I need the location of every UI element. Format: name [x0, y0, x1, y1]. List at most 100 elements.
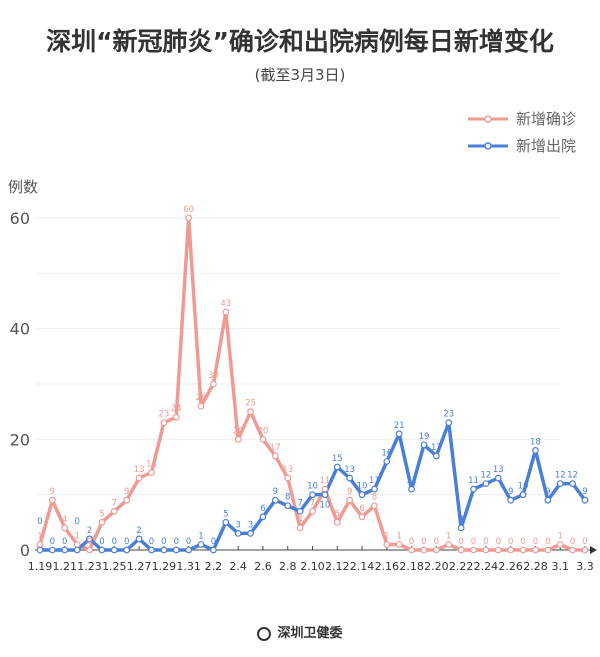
- footer-logo: 深圳卫健委: [0, 622, 600, 641]
- data-label: 9: [347, 487, 352, 497]
- data-label: 13: [134, 465, 145, 475]
- data-point: [210, 380, 217, 388]
- data-label: 13: [282, 465, 293, 475]
- data-point: [234, 530, 242, 537]
- data-point: [532, 546, 539, 554]
- data-label: 1: [558, 531, 563, 541]
- data-label: 11: [369, 476, 380, 486]
- data-label: 9: [508, 487, 513, 497]
- data-point: [420, 546, 428, 554]
- data-label: 0: [520, 537, 525, 547]
- data-label: 0: [174, 537, 179, 547]
- x-tick-label: 2.20: [424, 560, 449, 573]
- data-label: 9: [582, 487, 587, 497]
- data-label: 7: [297, 498, 302, 508]
- x-tick-label: 2.12: [325, 560, 350, 573]
- data-point: [371, 485, 378, 493]
- data-point: [247, 408, 254, 416]
- data-label: 9: [50, 487, 55, 497]
- data-label: 0: [458, 537, 463, 547]
- data-point: [532, 447, 539, 454]
- data-label: 8: [372, 493, 377, 503]
- data-point: [432, 546, 440, 554]
- y-tick-label: 0: [20, 541, 30, 560]
- data-point: [420, 441, 428, 449]
- data-point: [271, 496, 279, 504]
- data-label: 0: [99, 537, 104, 547]
- y-tick-label: 60: [10, 209, 30, 228]
- data-label: 20: [233, 426, 244, 436]
- data-point: [358, 513, 366, 521]
- data-point: [581, 546, 589, 554]
- data-label: 0: [87, 537, 92, 547]
- data-point: [259, 435, 267, 443]
- data-label: 0: [483, 537, 488, 547]
- y-tick-label: 40: [10, 320, 30, 339]
- data-point: [135, 474, 143, 482]
- x-tick-label: 3.3: [576, 560, 594, 573]
- data-label: 24: [171, 404, 182, 414]
- data-point: [408, 546, 415, 554]
- data-point: [346, 474, 354, 482]
- data-label: 26: [196, 393, 207, 403]
- data-point: [123, 496, 131, 504]
- data-point: [383, 541, 391, 548]
- data-label: 0: [186, 537, 191, 547]
- data-label: 20: [258, 426, 269, 436]
- x-tick-label: 2.26: [498, 560, 523, 573]
- data-point: [284, 474, 292, 482]
- x-tick-label: 1.27: [127, 560, 152, 573]
- y-axis-label: 例数: [8, 178, 39, 196]
- data-label: 0: [582, 537, 587, 547]
- x-tick-label: 2.4: [229, 560, 247, 573]
- emblem-icon: [257, 626, 272, 641]
- data-label: 0: [545, 537, 550, 547]
- data-point: [148, 546, 155, 554]
- data-label: 13: [493, 465, 504, 475]
- data-label: 5: [335, 509, 340, 519]
- data-label: 14: [146, 460, 157, 470]
- data-point: [185, 214, 193, 222]
- data-label: 4: [62, 515, 67, 525]
- data-label: 9: [545, 487, 550, 497]
- x-tick-label: 2.16: [375, 560, 400, 573]
- data-point: [98, 546, 106, 554]
- data-label: 11: [406, 476, 417, 486]
- data-label: 1: [446, 531, 451, 541]
- data-point: [36, 546, 44, 554]
- data-label: 4: [297, 515, 302, 525]
- data-label: 1: [198, 531, 203, 541]
- y-tick-label: 20: [10, 430, 30, 449]
- data-label: 0: [508, 537, 513, 547]
- data-label: 6: [260, 504, 265, 514]
- data-label: 10: [518, 482, 529, 492]
- data-label: 10: [357, 482, 368, 492]
- data-label: 0: [496, 537, 501, 547]
- data-point: [98, 518, 106, 526]
- data-label: 0: [434, 537, 439, 547]
- data-label: 0: [50, 537, 55, 547]
- data-point: [61, 546, 69, 554]
- data-label: 0: [409, 537, 414, 547]
- data-label: 11: [319, 476, 330, 486]
- data-point: [197, 541, 205, 548]
- data-point: [148, 469, 155, 476]
- data-point: [48, 496, 56, 504]
- data-label: 10: [319, 501, 330, 511]
- data-point: [222, 308, 230, 316]
- data-point: [445, 541, 453, 548]
- data-point: [160, 546, 168, 554]
- data-label: 10: [307, 482, 318, 492]
- data-label: 43: [220, 299, 231, 309]
- data-point: [457, 546, 465, 554]
- chart-title: 深圳“新冠肺炎”确诊和出院病例每日新增变化: [46, 27, 554, 56]
- x-tick-label: 2.8: [279, 560, 297, 573]
- data-label: 13: [344, 465, 355, 475]
- x-tick-label: 1.19: [28, 560, 53, 573]
- data-label: 1: [74, 531, 79, 541]
- data-label: 0: [74, 517, 79, 527]
- data-label: 9: [273, 487, 278, 497]
- data-label: 12: [567, 471, 578, 481]
- data-label: 1: [37, 531, 42, 541]
- chart-subtitle: (截至3月3日): [254, 66, 346, 84]
